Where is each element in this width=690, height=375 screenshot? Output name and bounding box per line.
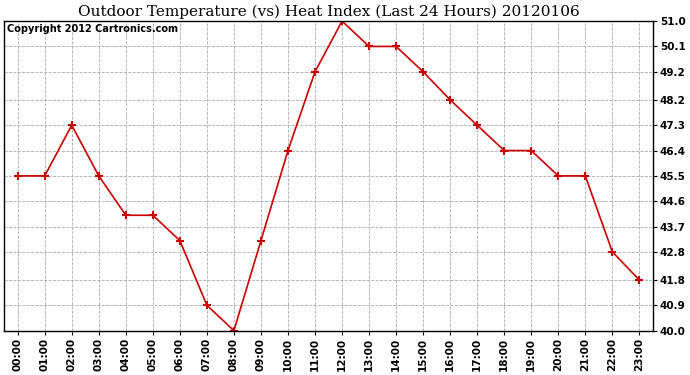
Title: Outdoor Temperature (vs) Heat Index (Last 24 Hours) 20120106: Outdoor Temperature (vs) Heat Index (Las…: [78, 4, 580, 18]
Text: Copyright 2012 Cartronics.com: Copyright 2012 Cartronics.com: [8, 24, 179, 34]
